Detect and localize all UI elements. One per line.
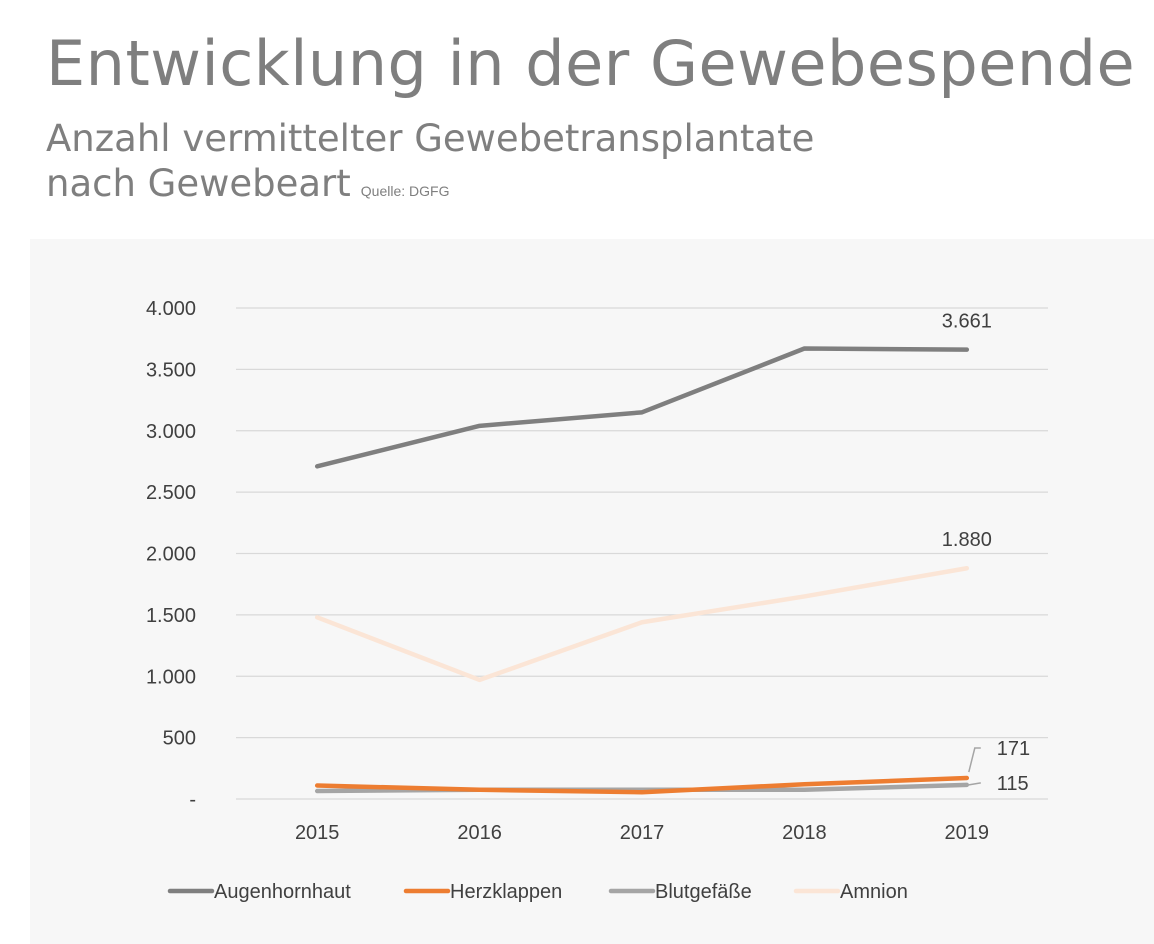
legend-label-amnion: Amnion	[840, 881, 908, 903]
legend[interactable]: Augenhornhaut Herzklappen Blutgefäße Amnion	[167, 881, 908, 903]
grid-layer	[236, 307, 1048, 800]
series-layer	[314, 346, 970, 795]
data-labels: 3.661 1.880 171 115	[942, 311, 1030, 795]
legend-item-herzklappen[interactable]: Herzklappen	[403, 881, 562, 903]
x-tick-label: 2017	[620, 822, 665, 844]
y-tick-label: 4.000	[146, 298, 196, 320]
subtitle-line-2-text: nach Gewebeart	[46, 162, 351, 206]
y-tick-label: 500	[163, 728, 196, 750]
series-line-augenhornhaut	[314, 346, 970, 469]
data-label-herzklappen: 171	[997, 738, 1030, 760]
y-tick-label: 2.000	[146, 544, 196, 566]
page-title: Entwicklung in der Gewebespende	[46, 27, 1136, 100]
leader-line-blutgefaesse	[968, 782, 981, 786]
page-subtitle: Anzahl vermittelter Gewebetransplantate …	[46, 116, 814, 206]
y-tick-label: 1.500	[146, 605, 196, 627]
data-label-blutgefaesse: 115	[997, 773, 1029, 795]
subtitle-line-1: Anzahl vermittelter Gewebetransplantate	[46, 117, 815, 160]
y-axis-ticks: - 500 1.000 1.500 2.000 2.500 3.000 3.500 4.000	[146, 298, 196, 811]
source-note: Quelle: DGFG	[360, 183, 450, 200]
legend-item-augenhornhaut[interactable]: Augenhornhaut	[167, 881, 351, 903]
legend-item-amnion[interactable]: Amnion	[793, 881, 908, 903]
legend-label-blutgefaesse: Blutgefäße	[655, 881, 752, 903]
x-axis-ticks: 2015 2016 2017 2018 2019	[295, 822, 989, 844]
leader-line-herzklappen	[968, 747, 981, 773]
legend-label-herzklappen: Herzklappen	[450, 881, 562, 903]
x-tick-label: 2018	[782, 822, 827, 844]
x-tick-label: 2016	[457, 822, 502, 844]
line-chart: -5001.0001.5002.0002.5003.0003.5004.000 …	[146, 298, 1048, 903]
y-tick-label: 2.500	[146, 482, 196, 504]
x-tick-label: 2019	[945, 822, 990, 844]
y-tick-label: -	[189, 789, 196, 811]
subtitle-line-2: nach Gewebeart Quelle: DGFG	[46, 161, 814, 206]
legend-item-blutgefaesse[interactable]: Blutgefäße	[608, 881, 752, 903]
data-label-augenhornhaut: 3.661	[942, 311, 992, 333]
series-line-amnion	[314, 565, 970, 683]
legend-label-augenhornhaut: Augenhornhaut	[214, 881, 351, 903]
y-tick-label: 1.000	[146, 666, 196, 688]
chart-area: -500 1.000 1.500 2.000 2.500 3.000 3.500 4.000 …	[30, 239, 1154, 944]
data-label-amnion: 1.880	[942, 529, 992, 551]
x-tick-label: 2015	[295, 822, 340, 844]
y-tick-label: 3.000	[146, 421, 196, 443]
series-line-herzklappen	[314, 775, 970, 795]
y-tick-label: 3.500	[146, 359, 196, 381]
